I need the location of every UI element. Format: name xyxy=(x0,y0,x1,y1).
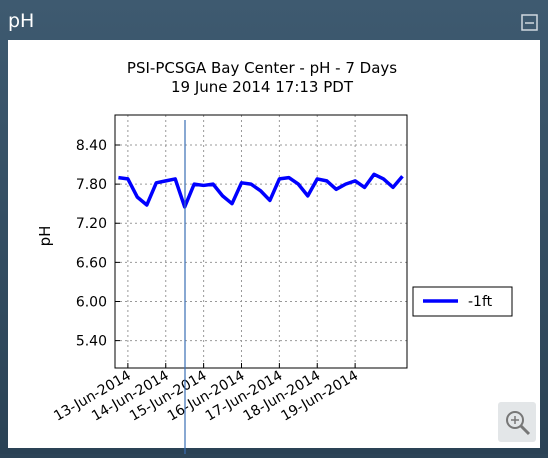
plot-frame xyxy=(114,114,408,369)
chart-title: PSI-PCSGA Bay Center - pH - 7 Days xyxy=(127,59,397,77)
legend: -1ft xyxy=(412,286,513,317)
panel-body xyxy=(8,40,540,448)
legend-label: -1ft xyxy=(468,294,493,310)
y-tick-label: 8.40 xyxy=(76,138,107,154)
y-tick-label: 6.60 xyxy=(76,255,107,271)
y-tick-label: 7.20 xyxy=(76,216,107,232)
y-tick-label: 6.00 xyxy=(76,294,107,310)
chart-subtitle: 19 June 2014 17:13 PDT xyxy=(171,78,354,96)
panel-title: pH xyxy=(8,10,34,32)
zoom-button[interactable] xyxy=(498,402,536,442)
minimize-button[interactable] xyxy=(521,14,538,31)
y-tick-label: 5.40 xyxy=(76,334,107,350)
y-tick-label: 7.80 xyxy=(76,177,107,193)
y-axis-label: pH xyxy=(36,226,54,247)
data-line xyxy=(118,172,404,209)
